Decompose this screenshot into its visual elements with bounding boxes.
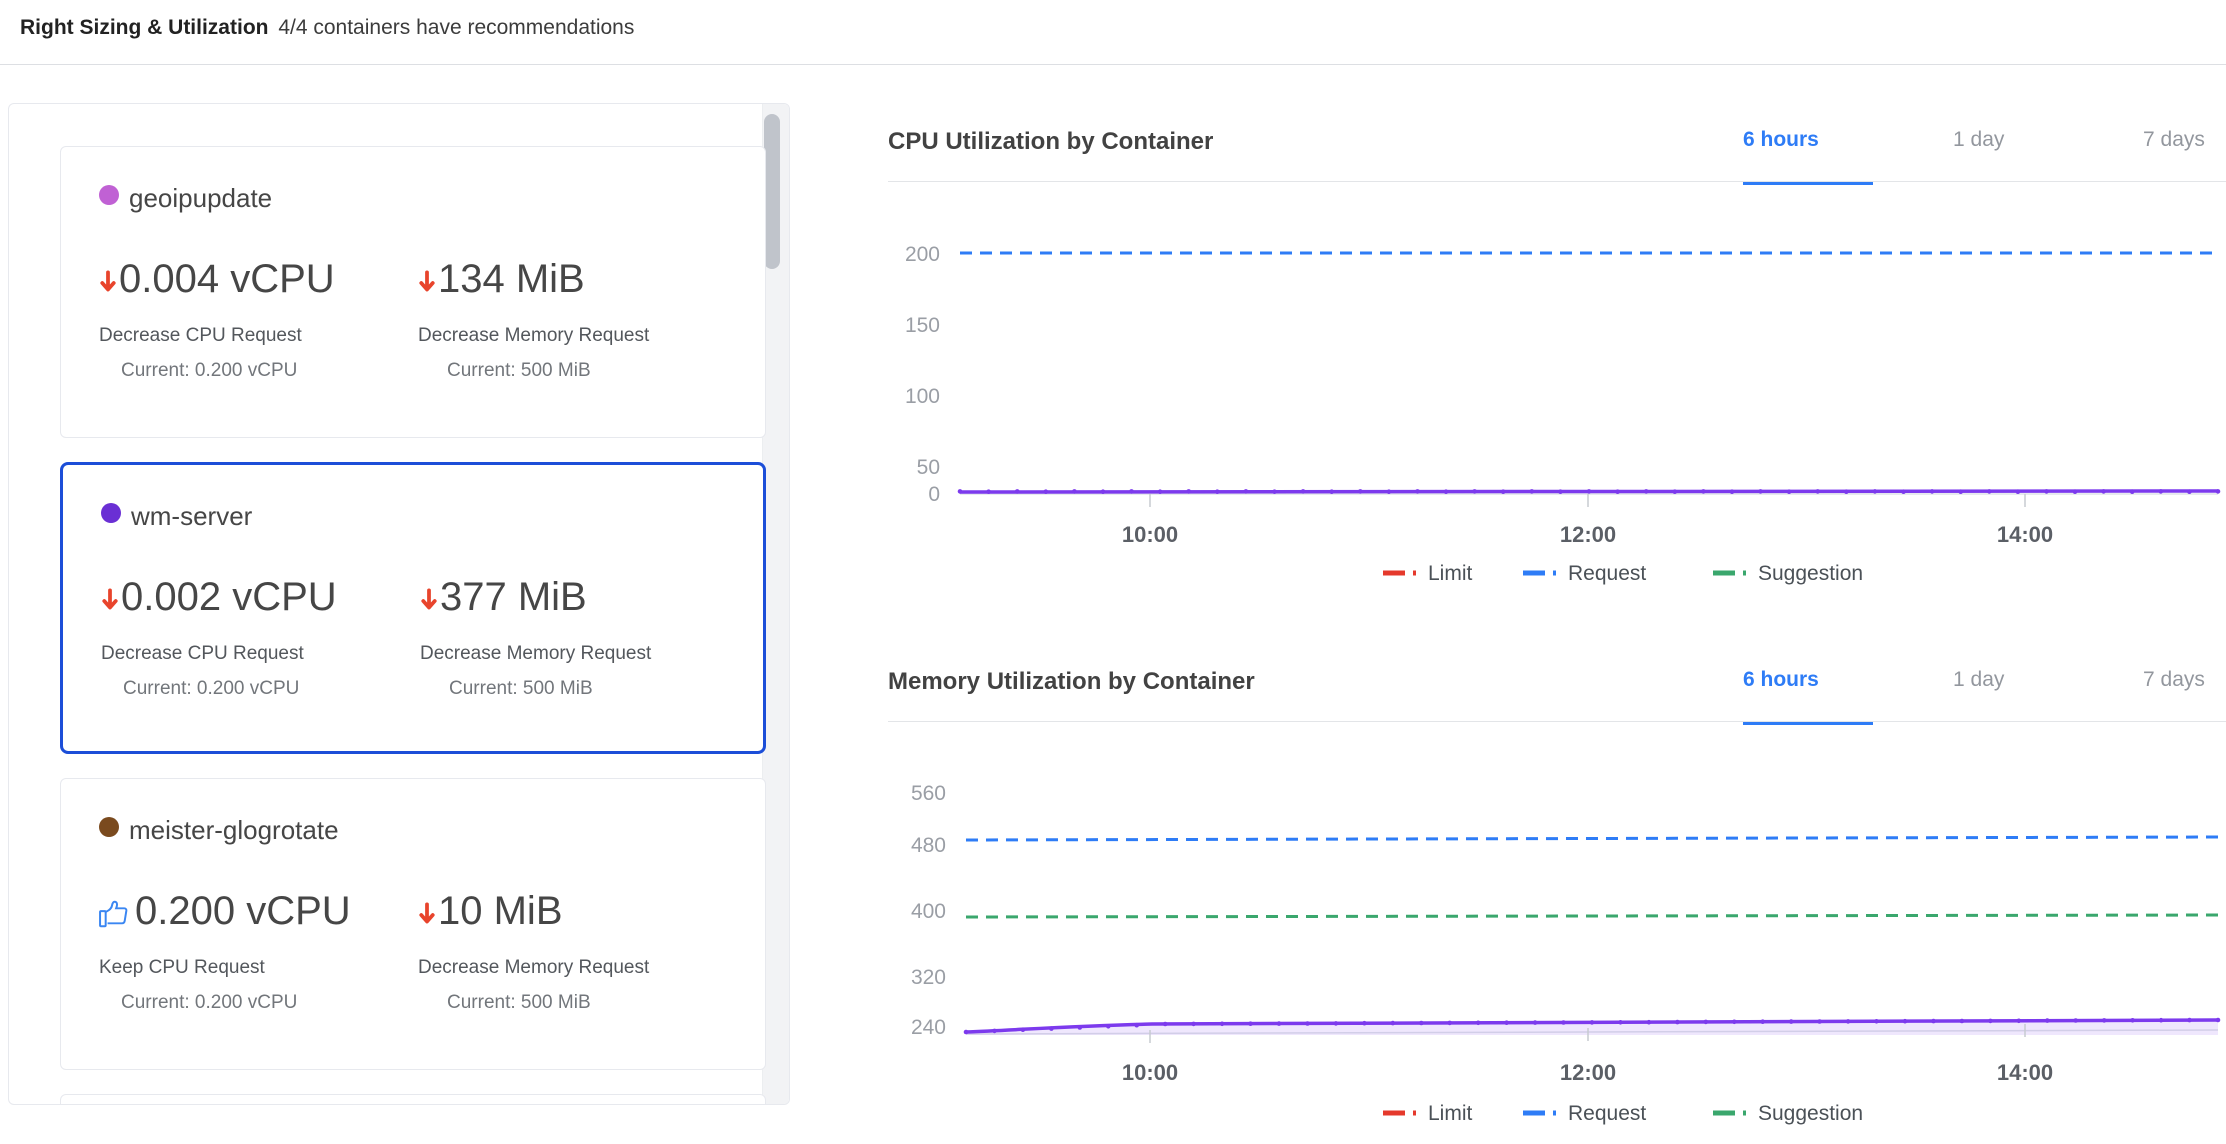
svg-text:100: 100 [905, 385, 940, 408]
svg-text:14:00: 14:00 [1997, 1060, 2053, 1085]
svg-text:Limit: Limit [1428, 1102, 1473, 1125]
svg-text:Request: Request [1568, 1102, 1646, 1125]
svg-text:10:00: 10:00 [1122, 522, 1178, 547]
svg-text:12:00: 12:00 [1560, 522, 1616, 547]
svg-text:480: 480 [911, 834, 946, 857]
svg-text:12:00: 12:00 [1560, 1060, 1616, 1085]
svg-text:400: 400 [911, 900, 946, 923]
svg-text:Request: Request [1568, 562, 1646, 585]
svg-text:560: 560 [911, 782, 946, 805]
svg-text:320: 320 [911, 966, 946, 989]
svg-text:200: 200 [905, 243, 940, 266]
svg-text:0: 0 [928, 483, 940, 506]
svg-text:Suggestion: Suggestion [1758, 562, 1863, 585]
svg-text:14:00: 14:00 [1997, 522, 2053, 547]
svg-text:50: 50 [917, 456, 940, 479]
svg-text:Suggestion: Suggestion [1758, 1102, 1863, 1125]
svg-text:240: 240 [911, 1016, 946, 1039]
svg-text:150: 150 [905, 314, 940, 337]
svg-text:10:00: 10:00 [1122, 1060, 1178, 1085]
svg-text:Limit: Limit [1428, 562, 1473, 585]
